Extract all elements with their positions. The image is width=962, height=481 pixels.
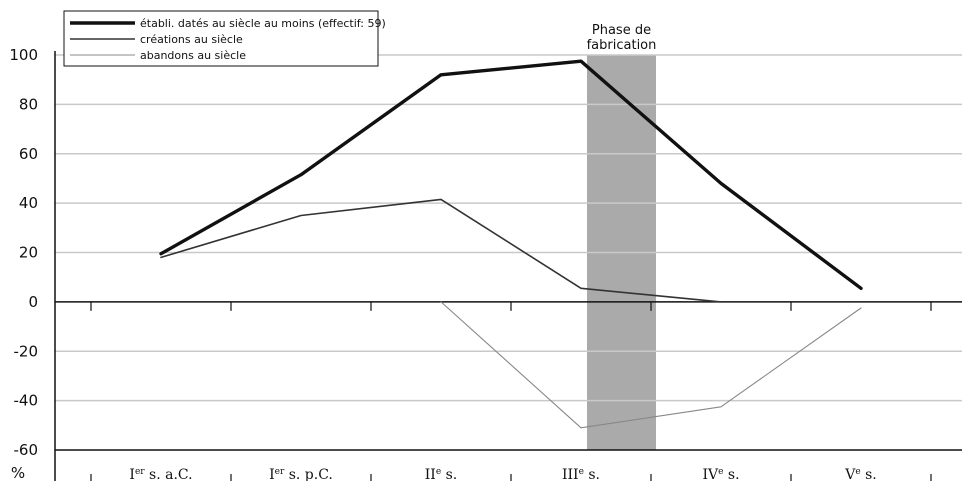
x-category-label: Ier s. a.C. [129,467,192,481]
y-axis-unit-label: % [11,464,25,481]
series-line-1 [159,59,863,290]
legend-entry: abandons au siècle [140,49,246,62]
series-line-3 [440,301,862,429]
legend-entry: créations au siècle [140,33,243,46]
x-category-label: IIe s. [425,467,457,481]
x-category-label: Ve s. [844,467,877,481]
series-line-2 [160,198,722,303]
y-tick-label: 0 [28,293,38,311]
y-tick-label: -20 [14,342,39,360]
y-tick-label: 80 [19,95,38,113]
y-tick-label: 100 [9,46,38,64]
y-tick-label: -60 [14,441,39,459]
y-tick-label: 20 [19,244,38,262]
y-tick-label: 60 [19,145,38,163]
annotation-label: Phase de [592,23,651,38]
x-category-label: IIIe s. [562,467,600,481]
x-category-label: Ier s. p.C. [269,467,333,481]
y-tick-label: 40 [19,194,38,212]
legend-entry: établi. datés au siècle au moins (effect… [140,17,386,30]
annotation-label: fabrication [587,38,657,53]
x-category-label: IVe s. [702,467,739,481]
y-tick-label: -40 [14,392,39,410]
